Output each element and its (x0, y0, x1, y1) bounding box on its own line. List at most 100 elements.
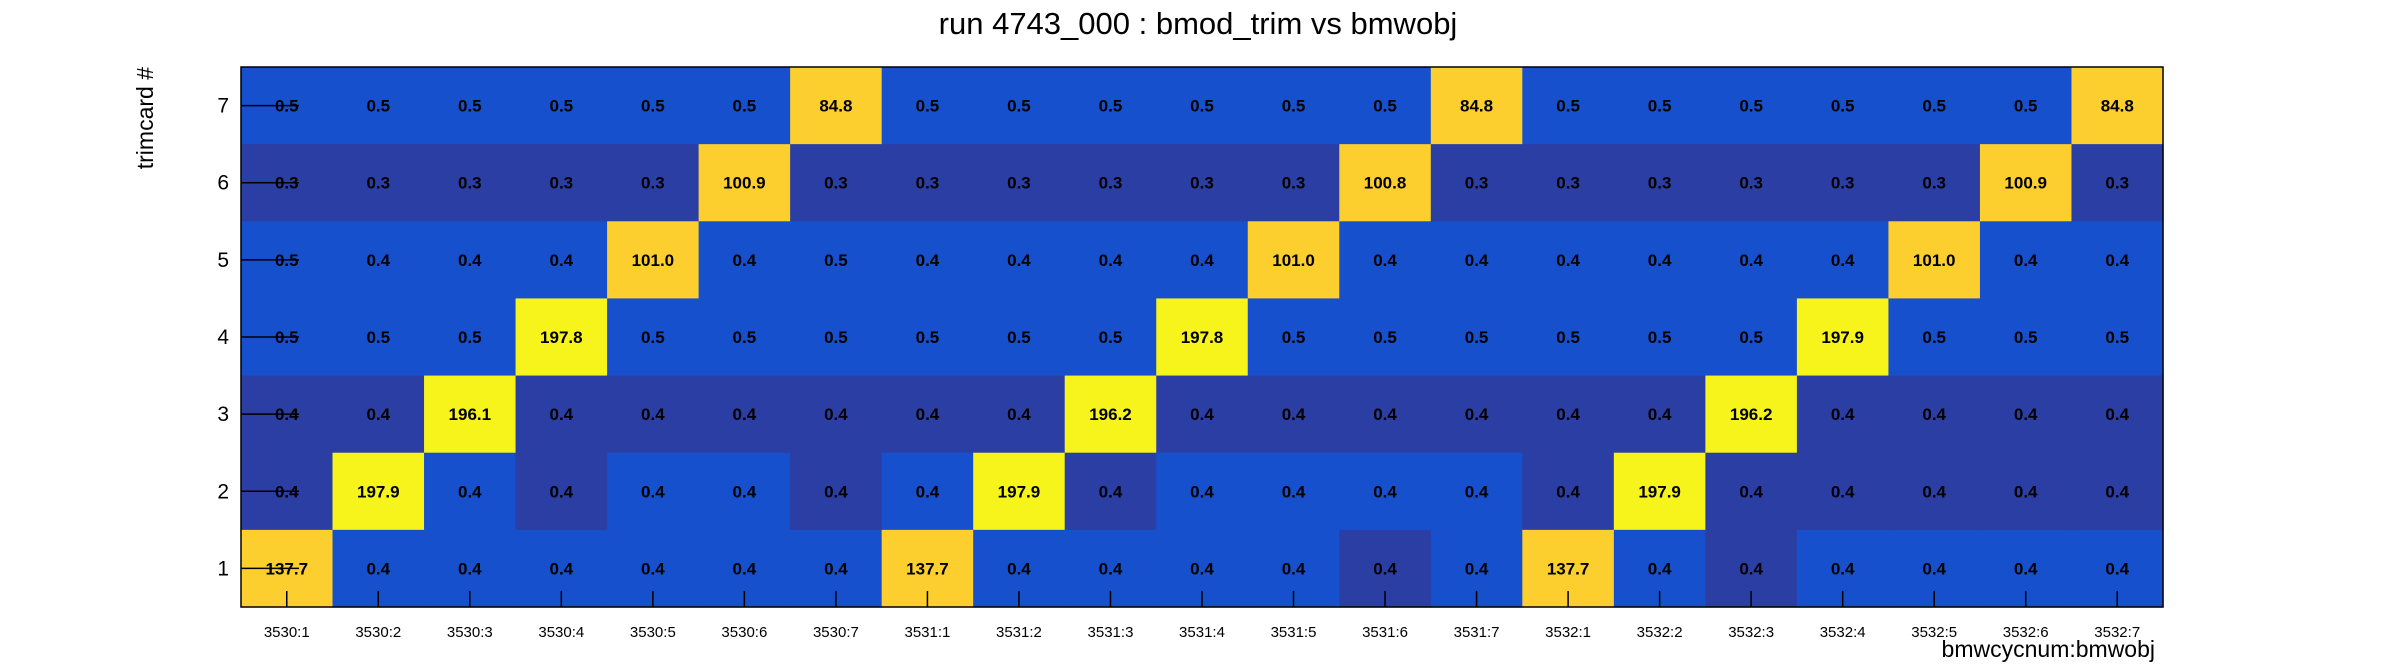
cell-value-label: 0.4 (916, 405, 940, 424)
cell-value-label: 0.5 (1831, 97, 1855, 116)
cell-value-label: 0.4 (1831, 482, 1855, 501)
cell-value-label: 0.4 (2014, 251, 2038, 270)
heatmap-cell (790, 452, 883, 531)
heatmap-cell (515, 452, 608, 531)
cell-value-label: 0.5 (458, 97, 482, 116)
heatmap-cell (2071, 67, 2164, 145)
cell-value-label: 0.3 (1739, 174, 1763, 193)
heatmap-cell (1156, 67, 1249, 145)
heatmap-cell (698, 221, 791, 300)
heatmap-cell (1156, 375, 1249, 454)
heatmap-cell (1430, 67, 1523, 145)
cell-value-label: 0.5 (733, 97, 757, 116)
cell-value-label: 0.3 (641, 174, 665, 193)
cell-value-label: 196.2 (1089, 405, 1132, 424)
cell-value-label: 0.4 (1739, 251, 1763, 270)
heatmap-cell (1888, 375, 1981, 454)
cell-value-label: 0.4 (458, 251, 482, 270)
heatmap-cell (1156, 298, 1249, 377)
cell-value-label: 0.4 (1190, 251, 1214, 270)
heatmap-cell (973, 67, 1066, 145)
x-tick-label: 3532:7 (2094, 624, 2140, 641)
heatmap-cell (332, 452, 425, 531)
heatmap-cell (424, 144, 517, 222)
cell-value-label: 197.8 (1181, 328, 1224, 347)
heatmap-cell (424, 375, 517, 454)
cell-value-label: 197.9 (998, 482, 1041, 501)
heatmap-cell (1979, 144, 2073, 222)
cell-value-label: 0.5 (1099, 328, 1123, 347)
y-tick-label: 4 (217, 326, 229, 349)
cell-value-label: 0.5 (1373, 328, 1397, 347)
x-tick-label: 3530:7 (813, 624, 859, 641)
cell-value-label: 101.0 (1913, 251, 1956, 270)
cell-value-label: 0.4 (1007, 405, 1031, 424)
heatmap-cell (1796, 452, 1890, 531)
cell-value-label: 0.4 (1831, 251, 1855, 270)
cell-value-label: 0.5 (641, 97, 665, 116)
cell-value-label: 0.4 (1556, 482, 1580, 501)
cell-value-label: 0.4 (1739, 482, 1763, 501)
heatmap-cell (881, 375, 974, 454)
cell-value-label: 0.4 (641, 559, 665, 578)
cell-value-label: 0.4 (641, 405, 665, 424)
cell-value-label: 137.7 (1547, 559, 1590, 578)
heatmap-cell (1339, 375, 1432, 454)
heatmap-cell (1430, 452, 1523, 531)
heatmap-cell (1064, 67, 1157, 145)
heatmap-cell (881, 298, 974, 377)
cell-value-label: 0.5 (1190, 97, 1214, 116)
cell-value-label: 0.5 (733, 328, 757, 347)
heatmap-cell (2071, 298, 2164, 377)
heatmap-cell (1522, 144, 1615, 222)
heatmap-cell (1522, 452, 1615, 531)
heatmap-cell (1613, 67, 1706, 145)
cell-value-label: 0.5 (366, 97, 390, 116)
heatmap-cell (881, 144, 974, 222)
cell-value-label: 0.4 (1922, 482, 1946, 501)
heatmap-cell (607, 144, 700, 222)
cell-value-label: 0.4 (2014, 405, 2038, 424)
x-tick-label: 3530:3 (447, 624, 493, 641)
cell-value-label: 0.4 (1373, 482, 1397, 501)
cell-value-label: 0.4 (1922, 559, 1946, 578)
heatmap-cell (790, 221, 883, 300)
heatmap-cell (881, 221, 974, 300)
cell-value-label: 0.4 (1465, 251, 1489, 270)
x-tick-label: 3531:4 (1179, 624, 1225, 641)
cell-value-label: 0.5 (1099, 97, 1123, 116)
heatmap-cell (790, 298, 883, 377)
cell-value-label: 0.4 (733, 405, 757, 424)
cell-value-label: 0.4 (824, 482, 848, 501)
cell-value-label: 0.4 (916, 251, 940, 270)
heatmap-cell (332, 221, 425, 300)
cell-value-label: 0.5 (1556, 97, 1580, 116)
cell-value-label: 0.4 (824, 559, 848, 578)
cell-value-label: 0.5 (1465, 328, 1489, 347)
cell-value-label: 84.8 (2101, 97, 2134, 116)
cell-value-label: 0.4 (1648, 405, 1672, 424)
heatmap-cell (515, 67, 608, 145)
y-tick-label: 3 (217, 403, 229, 426)
cell-value-label: 0.5 (550, 97, 574, 116)
heatmap-cell (698, 67, 791, 145)
cell-value-label: 0.3 (2105, 174, 2129, 193)
heatmap-cell (2071, 375, 2164, 454)
heatmap-cell (881, 67, 974, 145)
cell-value-label: 0.4 (1190, 405, 1214, 424)
cell-value-label: 0.4 (366, 405, 390, 424)
cell-value-label: 0.5 (2014, 97, 2038, 116)
cell-value-label: 0.5 (1648, 97, 1672, 116)
heatmap-cell (1156, 144, 1249, 222)
heatmap-cell (1339, 67, 1432, 145)
cell-value-label: 0.4 (1007, 559, 1031, 578)
x-tick-label: 3530:2 (355, 624, 401, 641)
heatmap-cell (1979, 67, 2073, 145)
heatmap-cell (1888, 221, 1981, 300)
cell-value-label: 0.4 (2105, 251, 2129, 270)
cell-value-label: 0.4 (733, 251, 757, 270)
cell-value-label: 0.5 (1007, 97, 1031, 116)
cell-value-label: 0.3 (1648, 174, 1672, 193)
cell-value-label: 0.5 (1373, 97, 1397, 116)
heatmap-cell (973, 452, 1066, 531)
